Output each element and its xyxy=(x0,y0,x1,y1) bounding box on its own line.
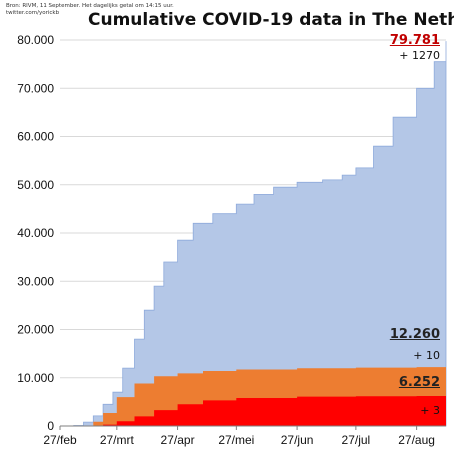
third-delta-label: + 3 xyxy=(420,404,440,417)
x-tick-label: 27/mrt xyxy=(100,433,135,447)
y-tick-label: 0 xyxy=(47,419,54,433)
x-tick-label: 27/aug xyxy=(398,433,435,447)
total-delta-label: + 1270 xyxy=(399,49,440,62)
x-tick-label: 27/feb xyxy=(43,433,77,447)
area-series-3 xyxy=(60,395,446,426)
second-delta-label: + 10 xyxy=(413,349,440,362)
x-tick-label: 27/jul xyxy=(342,433,371,447)
x-tick-label: 27/apr xyxy=(161,433,195,447)
y-tick-label: 40.000 xyxy=(17,226,54,240)
y-tick-label: 80.000 xyxy=(17,33,54,47)
x-tick-label: 27/jun xyxy=(281,433,314,447)
total-value-label: 79.781 xyxy=(389,33,440,48)
third-value-label: 6.252 xyxy=(398,375,440,390)
x-tick-label: 27/mei xyxy=(218,433,254,447)
axes xyxy=(59,425,446,430)
y-tick-labels: 0 10.000 20.000 30.000 40.000 50.000 60.000 70.… xyxy=(17,33,54,433)
x-tick-labels: 27/feb 27/mrt 27/apr 27/mei 27/jun 27/jul 27/a… xyxy=(43,433,435,447)
y-tick-label: 60.000 xyxy=(17,130,54,144)
second-value-label: 12.260 xyxy=(389,327,440,342)
plot-areas xyxy=(60,41,447,427)
y-tick-label: 30.000 xyxy=(17,274,54,288)
source-handle: twitter.com/yorickb xyxy=(6,10,60,16)
chart-title: Cumulative COVID-19 data in The Netherla… xyxy=(88,10,454,30)
area-series-1 xyxy=(60,41,447,427)
y-tick-label: 10.000 xyxy=(17,371,54,385)
y-tick-label: 20.000 xyxy=(17,323,54,337)
source-note: Bron: RIVM, 11 September. Het dagelijks … xyxy=(6,3,174,9)
y-tick-label: 70.000 xyxy=(17,81,54,95)
y-tick-label: 50.000 xyxy=(17,178,54,192)
